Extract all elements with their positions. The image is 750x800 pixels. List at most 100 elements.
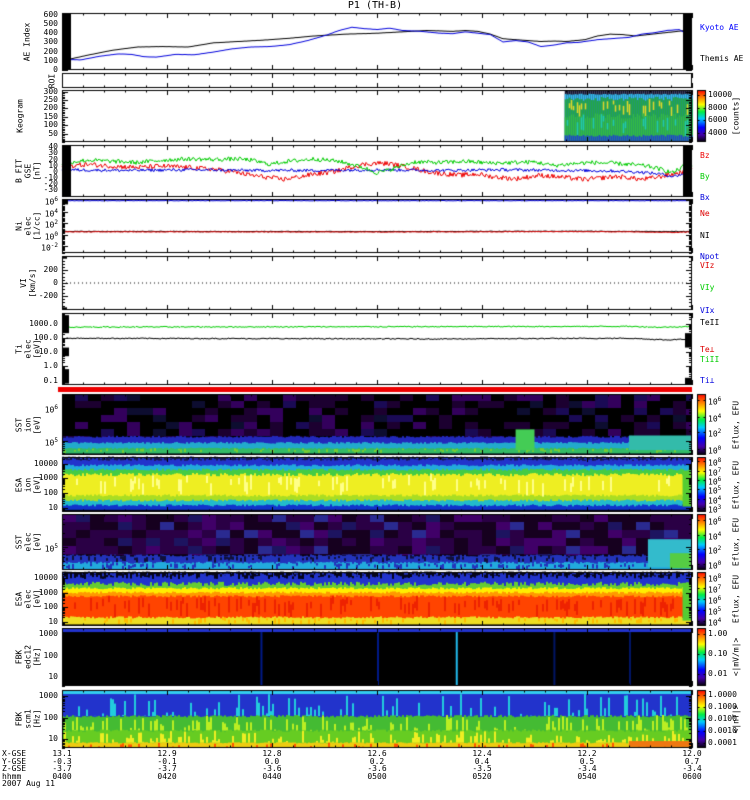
ytick-label: 250 [43,95,58,105]
right-label-VIy: VIy [700,283,715,292]
colorbar-unit-label: <|nT|> [731,704,741,734]
colorbar-tick-label: 105 [708,605,722,617]
ytick-label: 105 [44,542,58,554]
colorbar-tick-label: 104 [708,616,722,628]
colorbar-unit-label: Eflux, EFU [731,517,741,567]
colorbar-tick-label: 1.00 [708,628,728,638]
ytick-label: -10 [43,172,58,182]
ylabel-fbk-scm1: FBK scm1 [Hz] [14,709,42,729]
colorbar-tick-label: 100 [708,444,722,456]
axis-row-value: 0600 [682,771,702,781]
ytick-label: 1.0 [43,361,58,371]
ytick-label: 104 [44,207,58,219]
ytick-label: 10000 [33,458,58,468]
axis-row-value: 0.2 [369,756,385,766]
ytick-label: 300 [43,37,58,47]
axis-row-label-x-gse: X-GSE [2,749,27,758]
ytick-label: 30 [48,148,58,158]
axis-row-value: -3.4 [682,764,702,773]
right-label-VIz: VIz [700,261,715,270]
ytick-label: 100.0 [33,332,58,342]
right-label-Ti: Ti⊥ [700,376,715,385]
ytick-label: 0.1 [43,375,58,385]
ytick-label: 1000 [38,629,58,639]
right-label-TeII: TeII [700,318,720,327]
ytick-label: 100 [43,120,58,130]
colorbar-tick-label: 100 [708,560,722,572]
ylabel-bfit: B FIT GSE [nT] [14,158,42,184]
ytick-label: 100 [43,487,58,497]
ytick-label: 10.0 [38,347,58,357]
ylabel-esa-elec: ESA elec [eV] [14,589,42,609]
right-label-Bx: Bx [700,193,710,202]
right-label-TiII: TiII [700,355,720,364]
colorbar-tick-label: 105 [708,485,722,497]
axis-row-value: 0420 [157,771,177,781]
ytick-label: 200 [43,265,58,275]
ytick-label: 300 [43,86,58,96]
axis-row-value: -0.1 [157,756,177,766]
ytick-label: 1000 [38,473,58,483]
colorbar-tick-label: 104 [708,530,722,542]
right-label-Ne: Ne [700,209,710,218]
date-label: 2007 Aug 11 [2,779,55,788]
axis-row-value: -3.7 [157,764,177,773]
axis-row-value: 12.9 [157,749,177,758]
colorbar-tick-label: 0.01 [708,669,728,679]
ylabel-esa-ion: ESA ion [eV] [14,474,42,495]
ylabel-ae: AE Index [22,22,32,61]
colorbar-tick-label: 106 [708,396,722,407]
colorbar-unit-label: <|mV/m|> [731,637,741,677]
ytick-label: 1000 [38,587,58,597]
ylabel-keogram: Keogram [15,99,25,133]
axis-row-label-y-gse: Y-GSE [2,756,27,766]
ytick-label: 10 [48,672,58,682]
colorbar-tick-label: 106 [708,476,722,487]
ytick-label: 400 [43,28,58,38]
axis-row-value: 0520 [472,771,492,781]
ytick-label: 200 [43,46,58,56]
ytick-label: 150 [43,111,58,121]
ytick-label: 0 [53,166,58,176]
right-label-VIx: VIx [700,306,715,315]
axis-row-value: -0.3 [52,756,72,766]
colorbar-unit-label: [counts] [731,96,741,136]
axis-row-value: 0.4 [474,756,490,766]
right-label-Npot: Npot [700,252,720,261]
ylabel-density: Ni elec [1/cc] [14,211,42,241]
colorbar-tick-label: 108 [708,457,722,469]
ytick-label: 10 [48,616,58,626]
axis-row-value: 0400 [52,771,72,781]
axis-row-value: -3.6 [367,764,387,773]
axis-row-value: 0500 [367,771,387,781]
ylabel-sst-ion: SST ion [eV] [14,414,42,435]
ytick-label: 200 [43,103,58,113]
axis-row-value: 0540 [577,771,597,781]
ytick-label: 102 [44,219,58,230]
ytick-label: 0 [53,65,58,74]
axis-row-value: -3.5 [472,764,492,773]
ylabel-velocity: VI [km/s] [19,268,37,298]
colorbar-tick-label: 104 [708,412,722,424]
ytick-label: 100 [43,55,58,65]
ytick-label: 105 [44,436,58,448]
axis-row-value: -3.4 [577,764,597,773]
axis-row-label-z-gse: Z-GSE [2,764,27,773]
ylabel-fbk-edc12: FBK edc12 [Hz] [14,644,42,670]
colorbar-tick-label: 8000 [708,102,728,112]
axis-row-value: 0.5 [579,756,595,766]
ytick-label: 500 [43,19,58,29]
ytick-label: 100 [43,602,58,612]
axis-row-value: 12.2 [577,749,597,758]
ylabel-temperature: Ti elec [eV] [14,339,42,359]
axis-row-value: 0440 [262,771,282,781]
axis-row-value: -3.7 [52,764,72,773]
colorbar-unit-label: Eflux, EFU [731,574,741,624]
ytick-label: 100 [44,230,58,242]
ytick-label: 1000.0 [29,318,58,328]
ytick-label: -200 [38,290,58,300]
right-label-By: By [700,172,710,181]
ylabel-roi: ROI [47,73,57,88]
colorbar-tick-label: 6000 [708,115,728,125]
